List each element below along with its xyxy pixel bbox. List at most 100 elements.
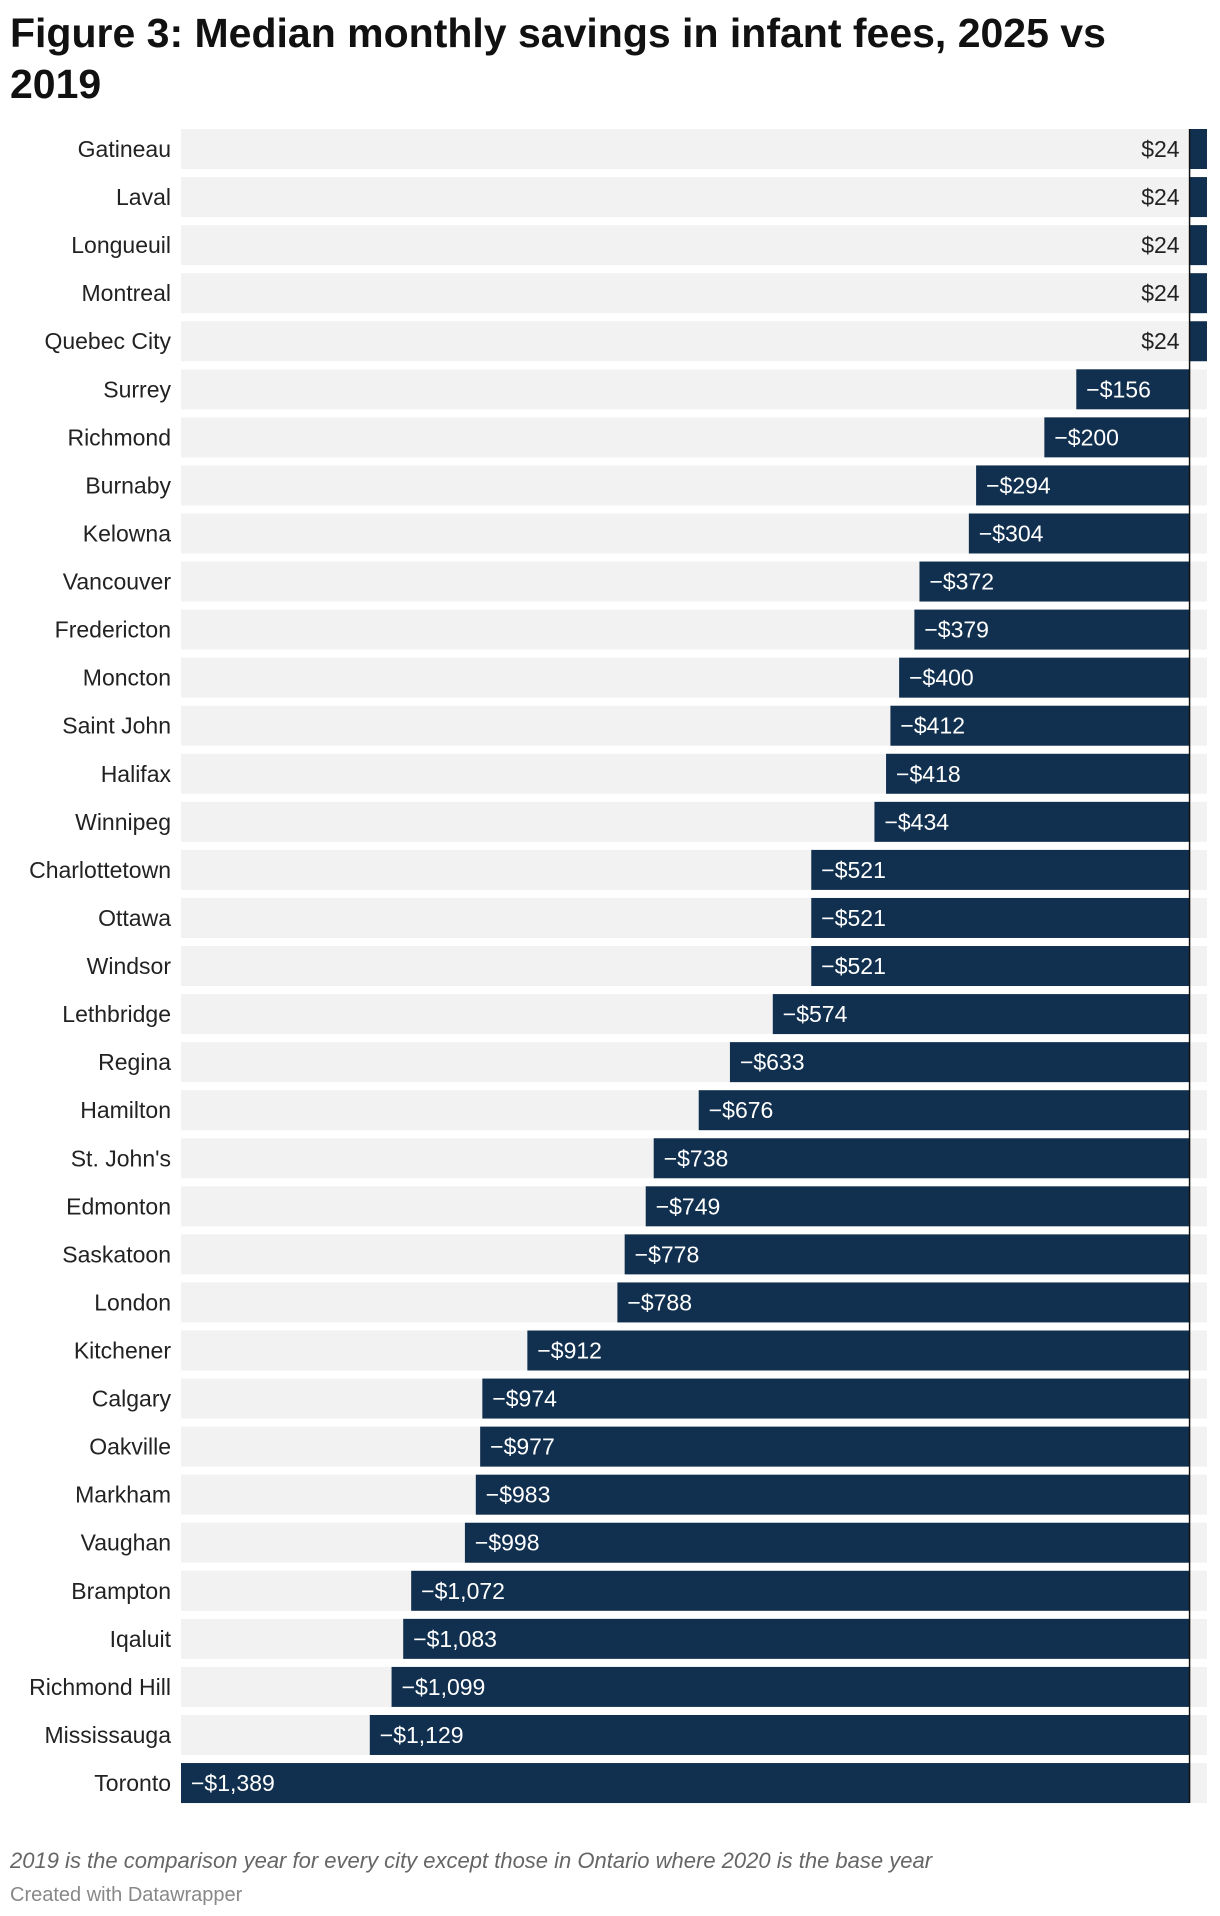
bar-fredericton[interactable]	[914, 609, 1190, 650]
value-label-brampton: −$1,072	[421, 1578, 505, 1604]
value-label-surrey: −$156	[1086, 376, 1151, 402]
category-label-brampton: Brampton	[71, 1578, 171, 1604]
category-label-halifax: Halifax	[101, 761, 172, 787]
row-background	[181, 369, 1207, 410]
category-label-windsor: Windsor	[87, 953, 172, 979]
bar-saint-john[interactable]	[890, 705, 1190, 746]
category-label-lethbridge: Lethbridge	[62, 1001, 171, 1027]
value-label-gatineau: $24	[1141, 136, 1180, 162]
value-label-edmonton: −$749	[656, 1193, 721, 1219]
category-label-kelowna: Kelowna	[83, 520, 171, 546]
row-background	[181, 321, 1207, 362]
bar-saskatoon[interactable]	[624, 1234, 1190, 1275]
category-label-saint-john: Saint John	[62, 713, 171, 739]
category-label-toronto: Toronto	[94, 1770, 171, 1796]
category-label-surrey: Surrey	[103, 376, 171, 402]
category-label-winnipeg: Winnipeg	[75, 809, 171, 835]
value-label-kitchener: −$912	[537, 1338, 602, 1364]
value-label-ottawa: −$521	[821, 905, 886, 931]
category-label-richmond: Richmond	[67, 424, 171, 450]
bar-edmonton[interactable]	[645, 1186, 1190, 1227]
category-label-moncton: Moncton	[83, 665, 171, 691]
value-label-regina: −$633	[740, 1049, 805, 1075]
value-label-quebec-city: $24	[1141, 328, 1180, 354]
category-label-longueuil: Longueuil	[71, 232, 171, 258]
category-label-charlottetown: Charlottetown	[29, 857, 171, 883]
value-label-toronto: −$1,389	[191, 1770, 275, 1796]
value-label-moncton: −$400	[909, 665, 974, 691]
value-label-saskatoon: −$778	[635, 1241, 700, 1267]
value-label-burnaby: −$294	[986, 472, 1051, 498]
bar-oakville[interactable]	[480, 1426, 1190, 1467]
bar-toronto[interactable]	[181, 1763, 1190, 1804]
category-label-mississauga: Mississauga	[44, 1722, 171, 1748]
category-label-london: London	[94, 1289, 171, 1315]
category-label-iqaluit: Iqaluit	[110, 1626, 172, 1652]
bar-burnaby[interactable]	[976, 465, 1190, 506]
category-label-saskatoon: Saskatoon	[62, 1241, 171, 1267]
category-label-burnaby: Burnaby	[85, 472, 171, 498]
bar-laval[interactable]	[1189, 177, 1207, 218]
bar-vaughan[interactable]	[464, 1522, 1190, 1563]
bar-iqaluit[interactable]	[403, 1618, 1190, 1659]
credit-link[interactable]: Created with Datawrapper	[10, 1884, 243, 1906]
category-label-st-john-s: St. John's	[71, 1145, 171, 1171]
bar-lethbridge[interactable]	[772, 994, 1190, 1035]
bar-regina[interactable]	[729, 1042, 1190, 1083]
bar-kitchener[interactable]	[527, 1330, 1190, 1371]
row-background	[181, 177, 1207, 218]
category-label-calgary: Calgary	[92, 1386, 172, 1412]
value-label-montreal: $24	[1141, 280, 1180, 306]
value-label-halifax: −$418	[896, 761, 961, 787]
bar-halifax[interactable]	[886, 753, 1190, 794]
value-label-hamilton: −$676	[709, 1097, 774, 1123]
value-label-charlottetown: −$521	[821, 857, 886, 883]
bar-ottawa[interactable]	[811, 897, 1190, 938]
value-label-oakville: −$977	[490, 1434, 555, 1460]
value-label-saint-john: −$412	[900, 713, 965, 739]
bar-richmond[interactable]	[1044, 417, 1190, 458]
bar-longueuil[interactable]	[1189, 225, 1207, 266]
bar-brampton[interactable]	[411, 1570, 1190, 1611]
category-label-markham: Markham	[75, 1482, 171, 1508]
bar-kelowna[interactable]	[968, 513, 1190, 554]
category-label-montreal: Montreal	[82, 280, 171, 306]
category-label-vaughan: Vaughan	[81, 1530, 171, 1556]
bar-st-john-s[interactable]	[653, 1138, 1190, 1179]
value-label-fredericton: −$379	[924, 617, 989, 643]
value-label-windsor: −$521	[821, 953, 886, 979]
value-label-richmond-hill: −$1,099	[402, 1674, 486, 1700]
category-label-kitchener: Kitchener	[74, 1338, 172, 1364]
bar-montreal[interactable]	[1189, 273, 1207, 314]
bar-surrey[interactable]	[1076, 369, 1190, 410]
row-background	[181, 273, 1207, 314]
row-background	[181, 417, 1207, 458]
value-label-winnipeg: −$434	[884, 809, 949, 835]
value-label-kelowna: −$304	[979, 520, 1044, 546]
bar-chart: Gatineau $24 Laval $24 Longueuil $24 Montreal $…	[29, 129, 1207, 1804]
category-label-ottawa: Ottawa	[98, 905, 171, 931]
bar-winnipeg[interactable]	[874, 801, 1190, 842]
bar-gatineau[interactable]	[1189, 129, 1207, 169]
category-label-regina: Regina	[98, 1049, 171, 1075]
value-label-lethbridge: −$574	[783, 1001, 848, 1027]
category-label-richmond-hill: Richmond Hill	[29, 1674, 171, 1700]
bar-london[interactable]	[617, 1282, 1190, 1323]
bar-hamilton[interactable]	[698, 1090, 1190, 1131]
footnote: 2019 is the comparison year for every ci…	[10, 1848, 933, 1873]
chart-title: Figure 3: Median monthly savings in infa…	[10, 10, 1106, 107]
value-label-richmond: −$200	[1054, 424, 1119, 450]
bar-richmond-hill[interactable]	[391, 1666, 1190, 1707]
value-label-laval: $24	[1141, 184, 1180, 210]
bar-windsor[interactable]	[811, 946, 1190, 987]
category-label-laval: Laval	[116, 184, 171, 210]
bar-quebec-city[interactable]	[1189, 321, 1207, 362]
bar-charlottetown[interactable]	[811, 849, 1190, 890]
bar-moncton[interactable]	[899, 657, 1190, 698]
value-label-mississauga: −$1,129	[380, 1722, 464, 1748]
bar-markham[interactable]	[475, 1474, 1190, 1515]
bar-vancouver[interactable]	[919, 561, 1190, 602]
bar-calgary[interactable]	[482, 1378, 1190, 1419]
bar-mississauga[interactable]	[369, 1714, 1190, 1755]
category-label-vancouver: Vancouver	[63, 569, 172, 595]
